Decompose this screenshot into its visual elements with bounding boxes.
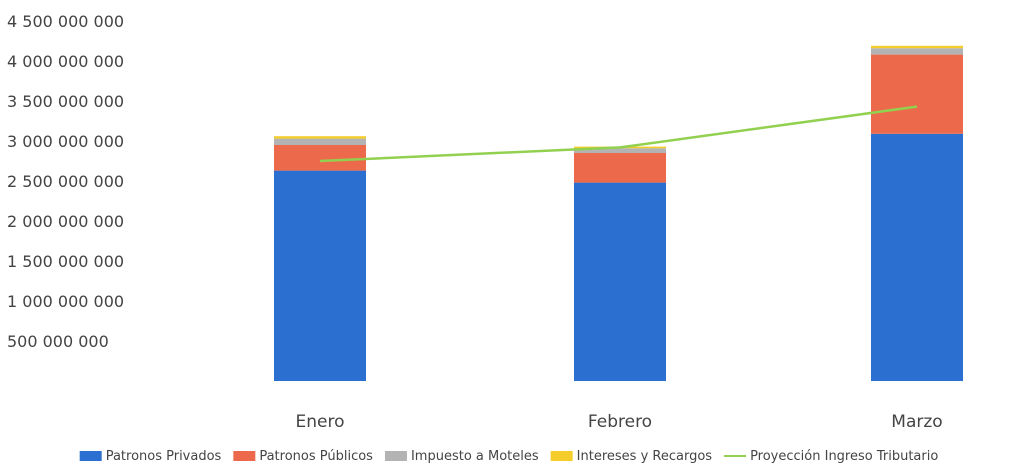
y-tick-label: 1 000 000 000 <box>7 292 124 311</box>
x-tick-label: Febrero <box>588 412 652 432</box>
legend-label-patronos-publicos: Patronos Públicos <box>259 449 373 464</box>
y-tick-label: 2 500 000 000 <box>7 172 124 191</box>
legend-swatch-patronos-publicos <box>233 451 255 461</box>
bar-segment-intereses-y-recargos-marzo <box>871 46 963 48</box>
bar-segment-patronos-privados-febrero <box>574 183 666 381</box>
legend-label-impuesto-a-moteles: Impuesto a Moteles <box>411 449 539 464</box>
y-axis: 500 000 000 1 000 000 000 1 500 000 000 2 0… <box>7 12 124 351</box>
y-tick-label: 4 500 000 000 <box>7 12 124 31</box>
bar-segment-impuesto-a-moteles-marzo <box>871 48 963 54</box>
y-tick-label: 2 000 000 000 <box>7 212 124 231</box>
bar-segment-patronos-p-blicos-marzo <box>871 55 963 134</box>
y-tick-label: 1 500 000 000 <box>7 252 124 271</box>
legend-swatch-patronos-privados <box>80 451 102 461</box>
y-tick-label: 3 500 000 000 <box>7 92 124 111</box>
bar-segment-patronos-p-blicos-febrero <box>574 153 666 183</box>
legend: Patronos Privados Patronos Públicos Impues… <box>80 449 939 464</box>
bars <box>274 46 963 381</box>
y-tick-label: 4 000 000 000 <box>7 52 124 71</box>
bar-segment-patronos-privados-marzo <box>871 134 963 381</box>
legend-swatch-intereses-y-recargos <box>551 451 573 461</box>
bar-segment-intereses-y-recargos-enero <box>274 136 366 138</box>
legend-swatch-impuesto-a-moteles <box>385 451 407 461</box>
y-tick-label: 3 000 000 000 <box>7 132 124 151</box>
legend-label-patronos-privados: Patronos Privados <box>106 449 222 464</box>
y-tick-label: 500 000 000 <box>7 332 109 351</box>
bar-segment-patronos-p-blicos-enero <box>274 145 366 171</box>
bar-segment-patronos-privados-enero <box>274 171 366 381</box>
x-axis: Enero Febrero Marzo <box>296 412 943 432</box>
legend-label-intereses-y-recargos: Intereses y Recargos <box>577 449 713 464</box>
x-tick-label: Marzo <box>891 412 942 432</box>
bar-segment-impuesto-a-moteles-enero <box>274 139 366 145</box>
x-tick-label: Enero <box>296 412 345 432</box>
legend-label-proyeccion-ingreso-tributario: Proyección Ingreso Tributario <box>750 449 938 464</box>
